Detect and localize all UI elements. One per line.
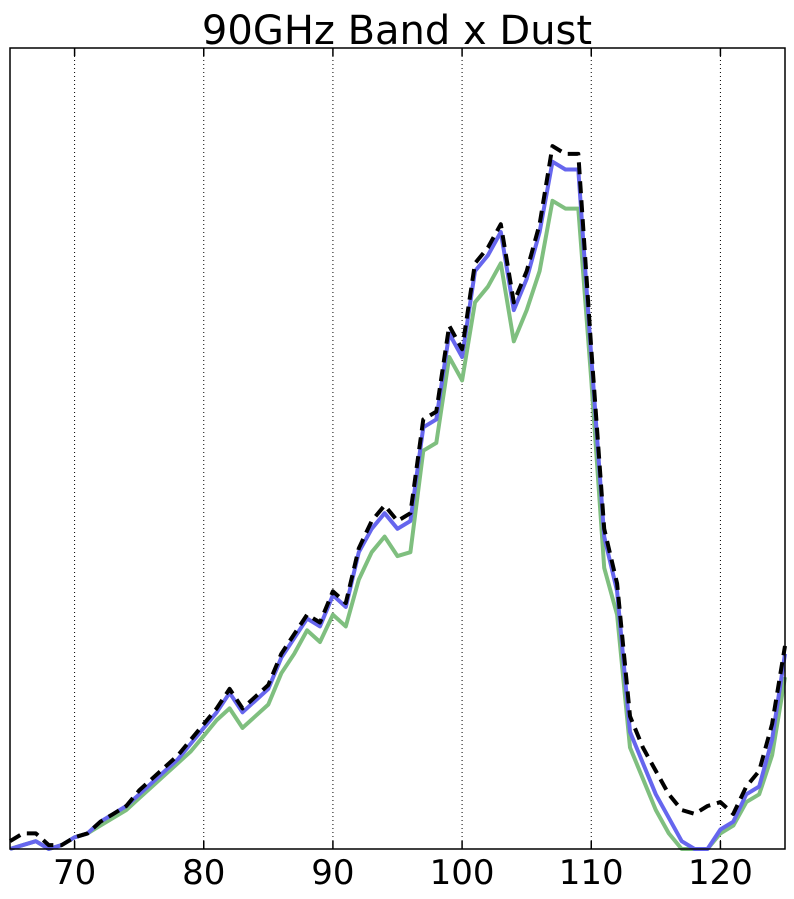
plot-frame	[9, 47, 786, 850]
x-tick-label-90: 90	[311, 853, 354, 893]
x-tick-label-100: 100	[430, 853, 495, 893]
series-layer	[8, 144, 787, 851]
chart-title: 90GHz Band x Dust	[202, 8, 592, 54]
x-axis: 70 80 90 100 110 120	[53, 48, 753, 893]
series-line-2	[8, 144, 787, 848]
x-tick-label-120: 120	[688, 853, 753, 893]
series-line-1	[9, 159, 787, 851]
grid	[74, 48, 721, 849]
x-tick-label-110: 110	[559, 853, 624, 893]
series-line-0	[9, 198, 787, 851]
x-tick-label-70: 70	[53, 853, 96, 893]
x-tick-label-80: 80	[182, 853, 225, 893]
